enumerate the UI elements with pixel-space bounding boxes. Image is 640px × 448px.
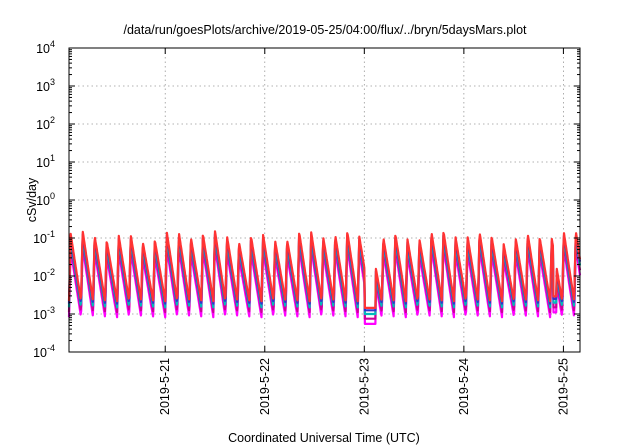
y-tick-label-exponent: 4 — [50, 39, 55, 49]
y-tick-label-exponent: 0 — [50, 191, 55, 201]
x-axis: 2019-5-21 2019-5-22 2019-5-23 2019-5-24 2019… — [158, 48, 570, 415]
y-tick-label-base: 10 — [33, 346, 47, 360]
y-tick-label-base: 10 — [33, 232, 47, 246]
x-tick-label: 2019-5-25 — [556, 358, 570, 415]
y-tick-label-exponent: -4 — [47, 343, 55, 353]
y-tick-label: 10-4 — [33, 343, 55, 360]
y-tick-label-base: 10 — [36, 118, 50, 132]
x-tick-label: 2019-5-23 — [357, 358, 371, 415]
series-layer — [67, 230, 582, 325]
x-tick-label: 2019-5-24 — [457, 358, 471, 415]
y-tick-label: 103 — [36, 77, 55, 94]
y-tick-label-base: 10 — [33, 308, 47, 322]
y-tick-label-exponent: 2 — [50, 115, 55, 125]
y-tick-label-base: 10 — [36, 42, 50, 56]
series-line-5 — [67, 230, 582, 309]
y-tick-label: 10-3 — [33, 305, 55, 322]
y-tick-label-exponent: -3 — [47, 305, 55, 315]
y-tick-label-exponent: 3 — [50, 77, 55, 87]
y-tick-label: 100 — [36, 191, 55, 208]
x-tick-label: 2019-5-22 — [258, 358, 272, 415]
y-tick-label-base: 10 — [36, 194, 50, 208]
y-tick-label: 10-2 — [33, 267, 55, 284]
y-axis-label: cSv/day — [25, 177, 39, 222]
y-tick-label-exponent: -1 — [47, 229, 55, 239]
y-tick-label: 104 — [36, 39, 55, 56]
x-axis-label: Coordinated Universal Time (UTC) — [228, 431, 420, 445]
y-tick-label-base: 10 — [36, 80, 50, 94]
chart-title: /data/run/goesPlots/archive/2019-05-25/0… — [123, 23, 527, 37]
y-tick-label: 101 — [36, 153, 55, 170]
y-tick-label-exponent: 1 — [50, 153, 55, 163]
y-tick-label: 10-1 — [33, 229, 55, 246]
y-tick-label-base: 10 — [33, 270, 47, 284]
y-tick-label: 102 — [36, 115, 55, 132]
y-tick-label-base: 10 — [36, 156, 50, 170]
x-tick-label: 2019-5-21 — [158, 358, 172, 415]
y-tick-label-exponent: -2 — [47, 267, 55, 277]
